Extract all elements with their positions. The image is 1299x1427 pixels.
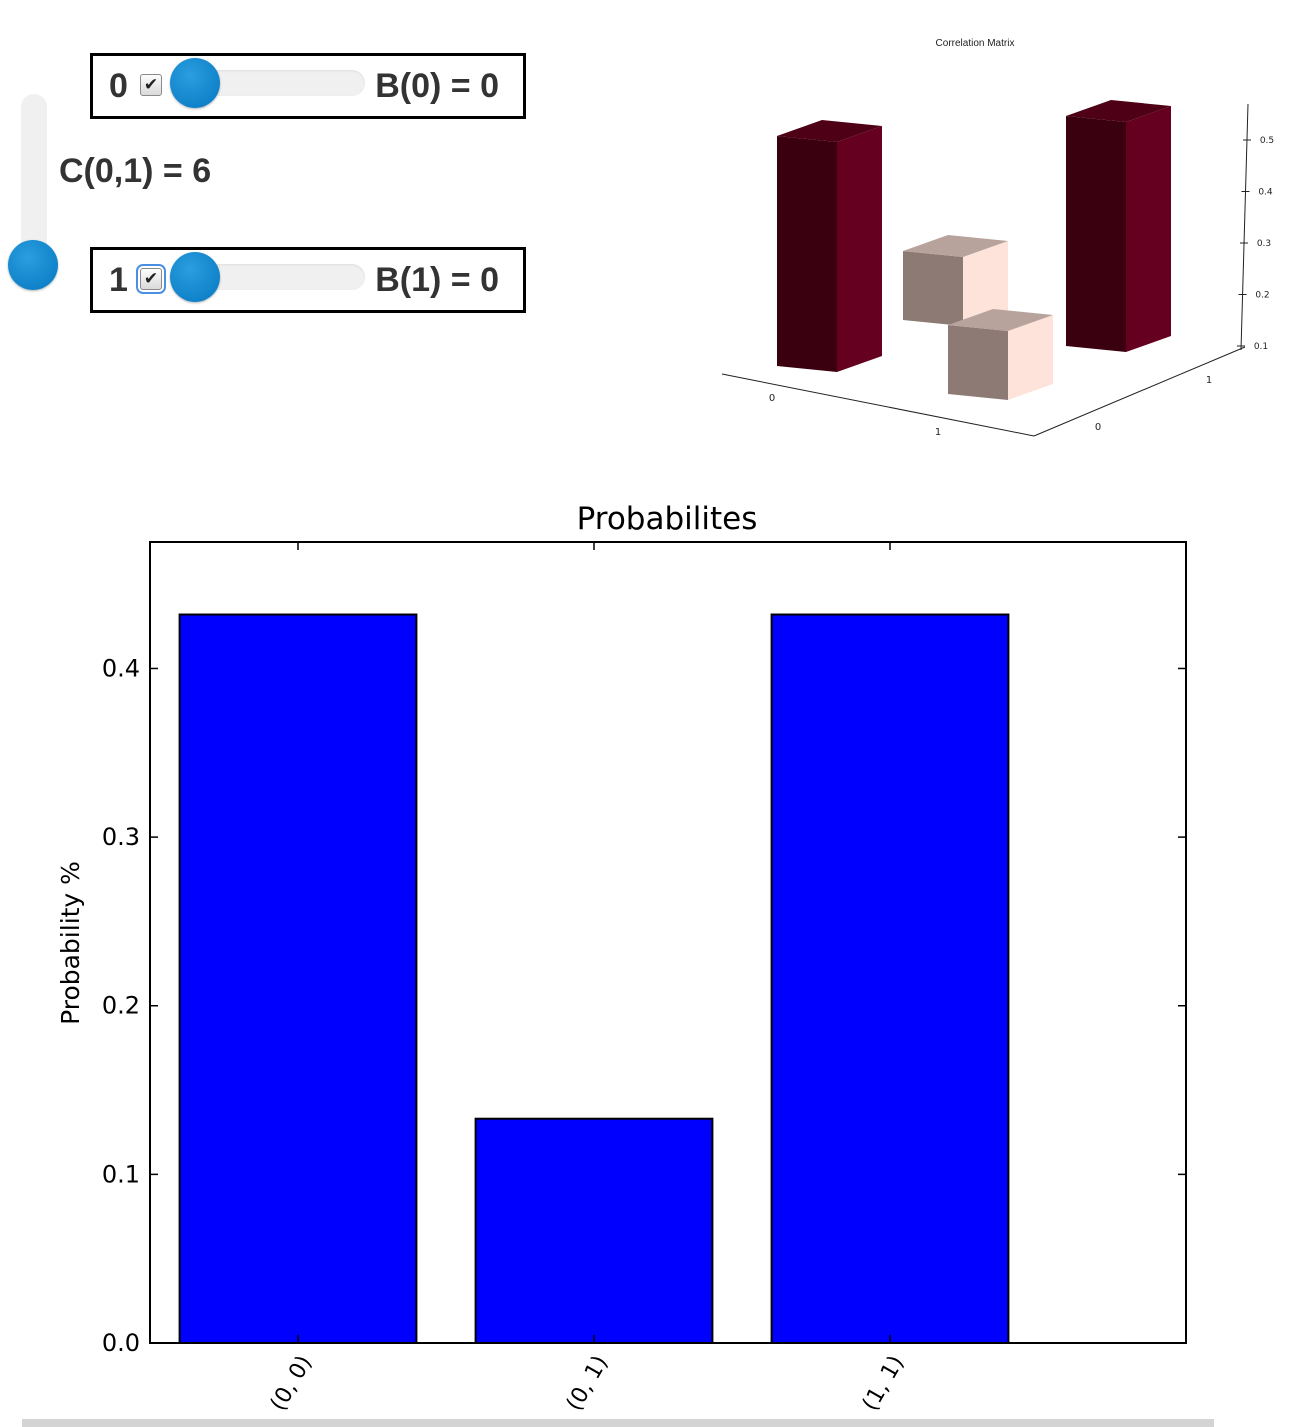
prob-bar [178, 613, 418, 1344]
corr-z-tick-label: 0.5 [1260, 136, 1274, 146]
corr-bar [903, 235, 1008, 326]
qubit-1-bias-label: B(1) = 0 [375, 261, 499, 299]
qubit-1-control: 1 ✔ B(1) = 0 [90, 247, 526, 313]
prob-y-axis-label: Probability % [56, 861, 85, 1025]
corr-x-tick-label: 1 [935, 427, 941, 438]
qubit-0-control: 0 ✔ B(0) = 0 [90, 53, 526, 119]
corr-z-tick-label: 0.1 [1254, 342, 1268, 352]
qubit-0-bias-slider-knob[interactable] [170, 58, 220, 108]
prob-y-tick-label: 0.0 [102, 1329, 140, 1357]
probability-bar-chart: Probabilites Probability % (0, 0) (0, 1) (… [56, 501, 1187, 1416]
coupling-slider-knob[interactable] [8, 240, 58, 290]
corr-bars [777, 100, 1171, 400]
corr-bar [948, 309, 1053, 400]
corr-z-axis [1240, 103, 1249, 351]
prob-chart-title: Probabilites [577, 501, 758, 537]
corr-y-axis [1033, 346, 1246, 437]
prob-plot-frame [149, 541, 1187, 1344]
corr-y-tick-label: 1 [1206, 375, 1212, 386]
qubit-0-index: 0 [109, 67, 128, 105]
prob-bar [770, 613, 1010, 1344]
corr-chart-title: Correlation Matrix [936, 38, 1015, 49]
prob-y-tick-label: 0.4 [102, 654, 140, 682]
qubit-0-bias-label: B(0) = 0 [375, 67, 499, 105]
corr-z-tick-label: 0.4 [1258, 188, 1273, 198]
corr-z-tick-label: 0.2 [1255, 291, 1269, 301]
horizontal-scrollbar[interactable] [22, 1419, 1214, 1427]
coupling-label: C(0,1) = 6 [59, 152, 212, 190]
qubit-1-checkbox[interactable]: ✔ [136, 264, 166, 294]
corr-ticks: 0.1 0.2 0.3 0.4 0.5 0 1 0 1 [769, 136, 1274, 438]
prob-x-tick-label: (0, 0) [266, 1352, 317, 1416]
corr-x-axis [721, 373, 1035, 437]
corr-x-tick-label: 0 [769, 393, 775, 404]
prob-y-tick-label: 0.2 [102, 992, 140, 1020]
qubit-0-checkbox[interactable]: ✔ [140, 74, 162, 96]
corr-bar [777, 120, 882, 372]
corr-z-tick-label: 0.3 [1257, 239, 1271, 249]
prob-bars [178, 613, 1010, 1344]
prob-x-tick-label: (1, 1) [858, 1352, 909, 1416]
prob-bar [474, 1117, 714, 1344]
qubit-1-index: 1 [109, 261, 128, 299]
qubit-1-bias-slider-knob[interactable] [170, 252, 220, 302]
corr-y-tick-label: 0 [1095, 422, 1101, 433]
prob-x-tick-label: (0, 1) [562, 1352, 613, 1416]
corr-bar [1066, 100, 1171, 352]
correlation-matrix-chart: Correlation Matrix 0.1 0.2 0.3 0.4 0.5 0 1 0 1 [721, 38, 1274, 438]
prob-y-tick-label: 0.1 [102, 1160, 140, 1188]
prob-y-tick-label: 0.3 [102, 823, 140, 851]
